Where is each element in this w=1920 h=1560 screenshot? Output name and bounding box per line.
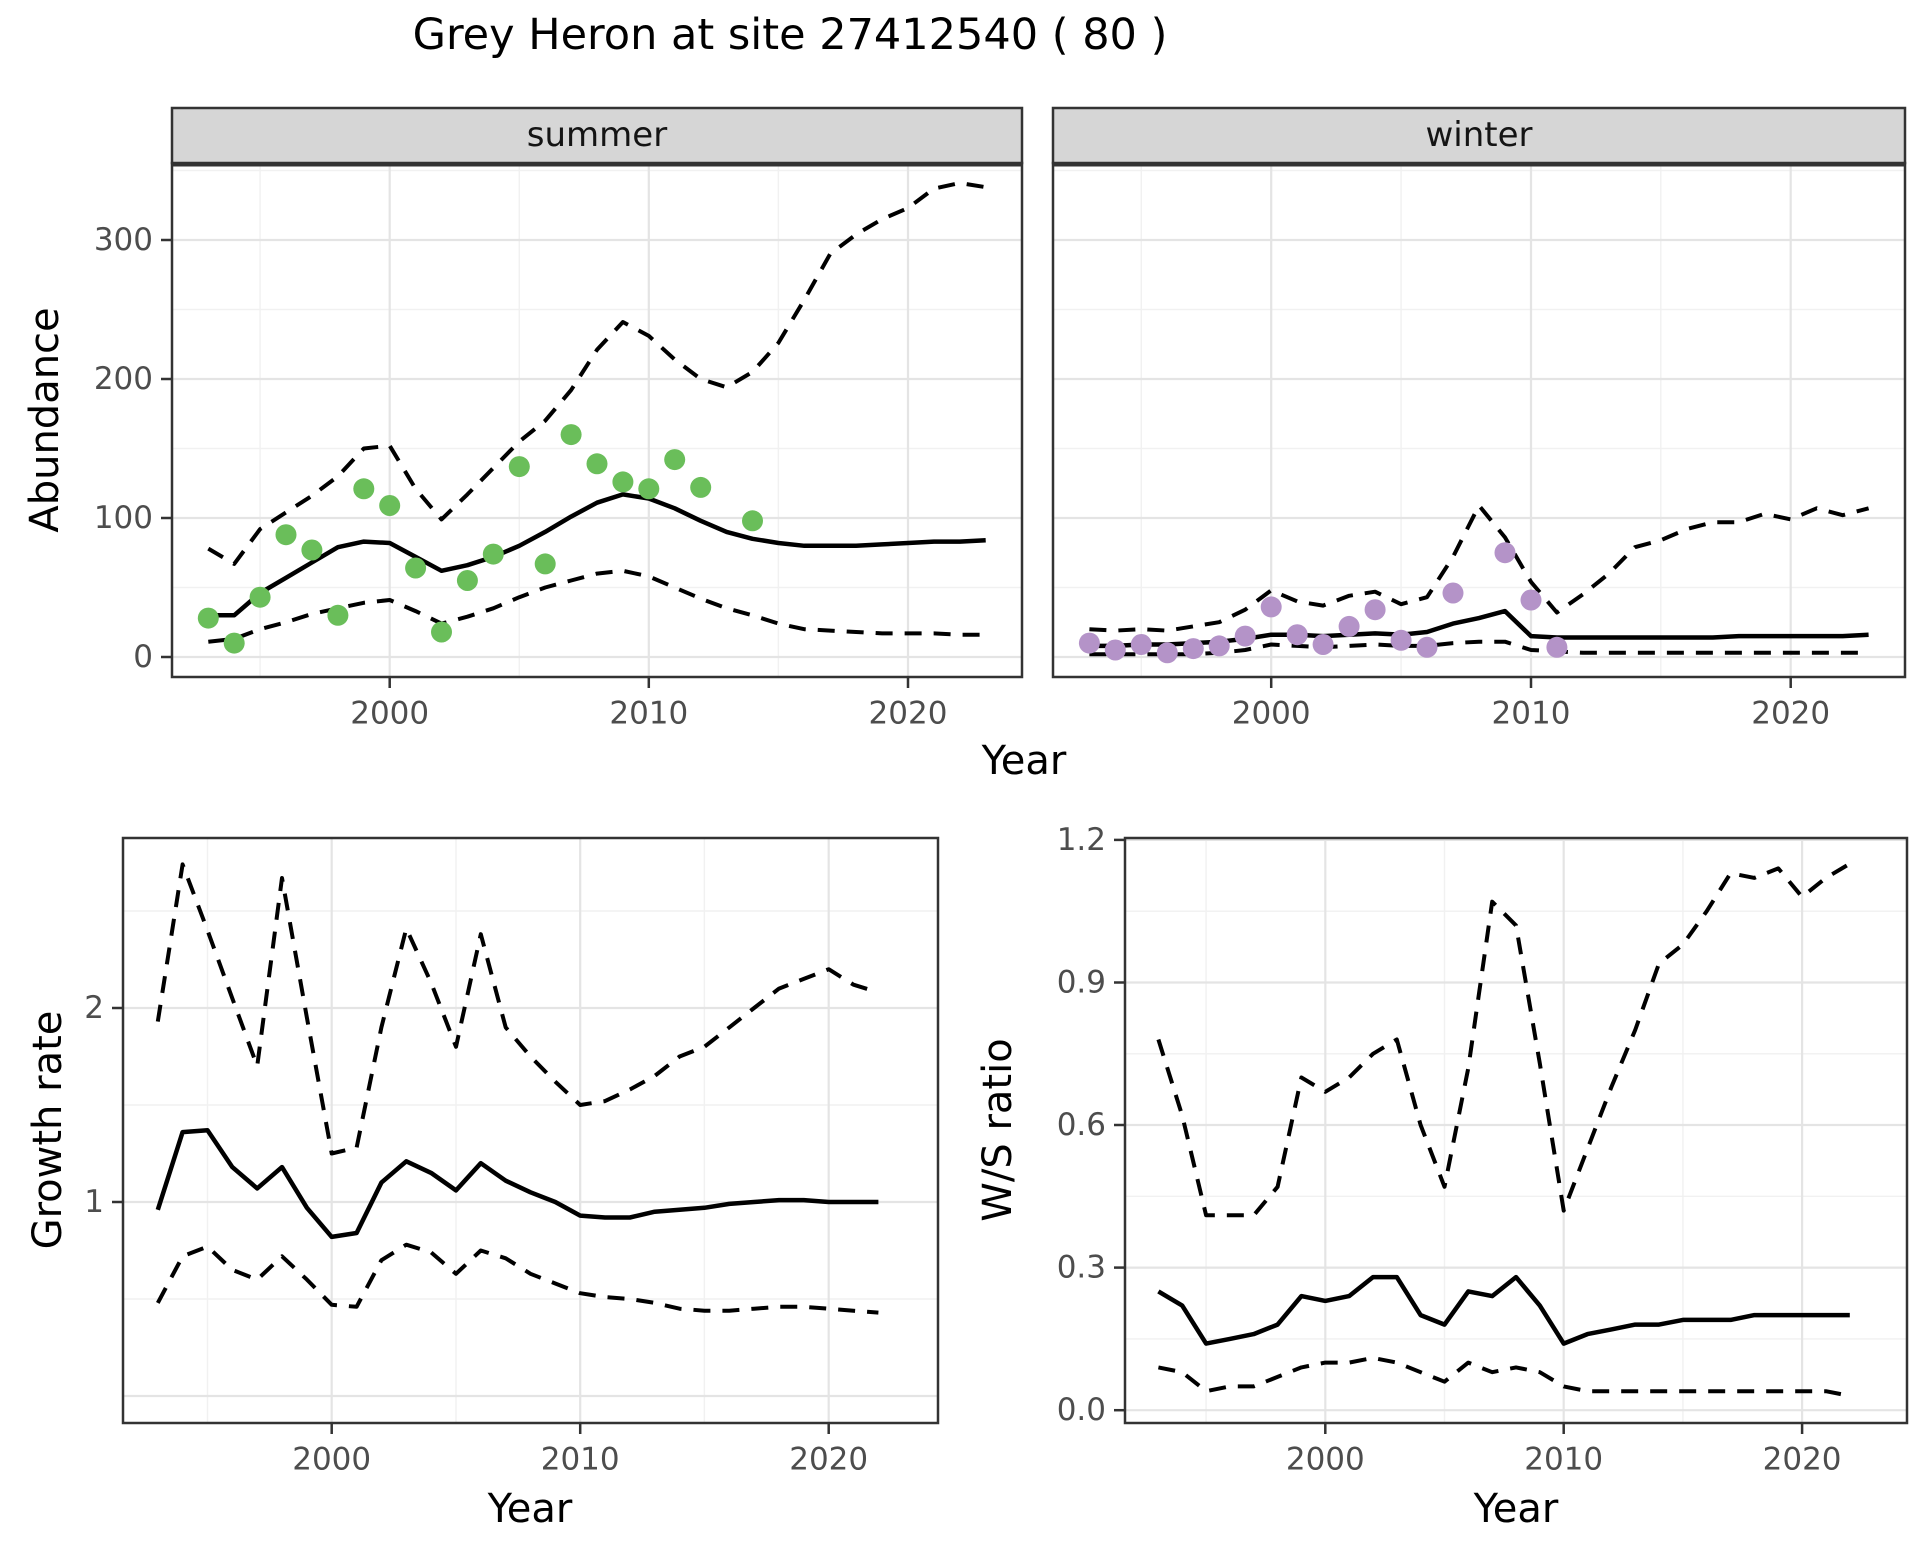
y-tick-label: 0.0: [1057, 1392, 1106, 1428]
series-lower-ci: [156, 1242, 879, 1315]
y-tick-label: 200: [94, 361, 153, 397]
series-upper-ci: [207, 181, 987, 566]
x-tick-label: 2000: [350, 695, 429, 731]
x-tick-label: 2020: [1763, 1441, 1842, 1477]
facet-strip-label-summer: summer: [526, 115, 668, 155]
y-tick-label: 0.6: [1057, 1107, 1106, 1143]
y-tick-label: 0.3: [1057, 1250, 1106, 1286]
facet-strip-summer: [170, 106, 1024, 165]
panel-abundance-winter: 2000 2010 2020: [1051, 106, 1907, 731]
x-tick-label: 2010: [541, 1441, 620, 1477]
facet-strip-label-winter: winter: [1425, 115, 1533, 155]
series-upper-ci: [1089, 503, 1870, 633]
y-tick-label: 1: [84, 1184, 104, 1220]
y-tick-label: 300: [94, 222, 153, 258]
series-fit: [208, 492, 986, 618]
series-lower-ci: [1158, 1355, 1851, 1398]
x-axis-title-year-ws: Year: [1473, 1486, 1559, 1532]
x-tick-label: 2010: [1492, 695, 1571, 731]
panel-growth-rate: 2000 2010 2020 1 2: [84, 836, 940, 1477]
y-axis-title-abundance: Abundance: [22, 307, 68, 533]
y-tick-label: 0: [133, 639, 153, 675]
x-tick-label: 2000: [1232, 695, 1311, 731]
x-tick-label: 2020: [1751, 695, 1830, 731]
panel-ws-ratio: 2000 2010 2020 0.0 0.3 0.6 0.9 1.2: [1057, 822, 1909, 1477]
x-tick-label: 2010: [609, 695, 688, 731]
panel-abundance-summer: 2000 2010 2020 0 100 200 300: [94, 106, 1024, 731]
x-tick-label: 2010: [1524, 1441, 1603, 1477]
series-fit: [1157, 1274, 1850, 1346]
chart-title: Grey Heron at site 27412540 ( 80 ): [412, 10, 1168, 60]
series-observed-counts: [1078, 542, 1568, 664]
x-axis-title-year-growth: Year: [487, 1486, 573, 1532]
series-upper-ci: [155, 862, 879, 1156]
x-tick-label: 2020: [789, 1441, 868, 1477]
y-axis-title-ws-ratio: W/S ratio: [975, 1038, 1021, 1222]
x-tick-label: 2000: [1286, 1441, 1365, 1477]
series-fit: [155, 1127, 879, 1240]
y-axis-title-growth-rate: Growth rate: [25, 1010, 71, 1250]
x-tick-label: 2000: [292, 1441, 371, 1477]
x-tick-label: 2020: [869, 695, 948, 731]
y-tick-label: 0.9: [1057, 965, 1106, 1001]
series-observed-counts: [197, 424, 763, 654]
y-tick-label: 100: [94, 500, 153, 536]
series-lower-ci: [208, 568, 986, 644]
y-tick-label: 1.2: [1057, 822, 1106, 858]
x-axis-title-year-top: Year: [981, 738, 1067, 784]
y-tick-label: 2: [84, 990, 104, 1026]
